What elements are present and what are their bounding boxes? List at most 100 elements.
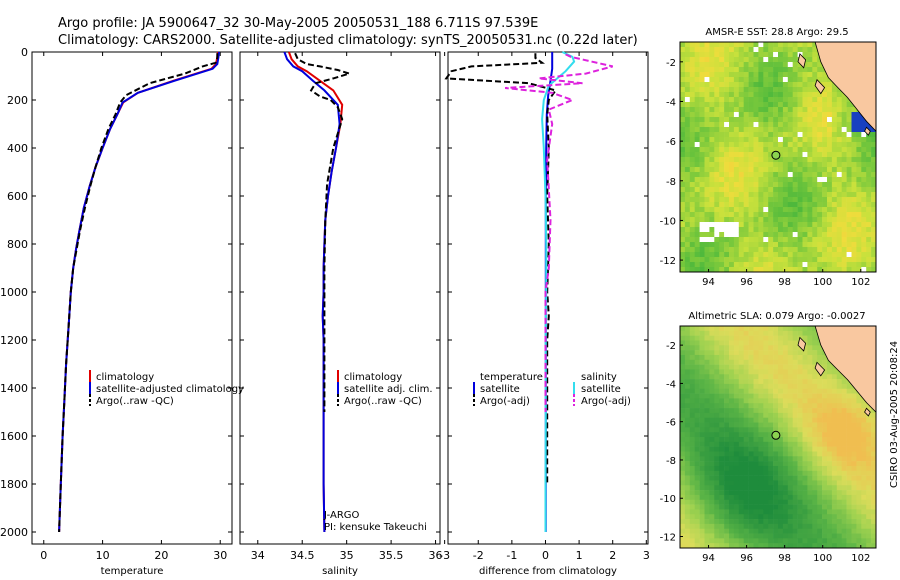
heatmap-cell	[802, 117, 808, 123]
heatmap-cell	[704, 412, 710, 418]
heatmap-cell	[748, 162, 754, 168]
heatmap-cell	[689, 92, 695, 98]
heatmap-cell	[841, 504, 847, 510]
heatmap-cell	[680, 504, 686, 510]
heatmap-cell	[827, 97, 833, 103]
heatmap-cell	[753, 242, 759, 248]
heatmap-cell	[763, 87, 769, 93]
heatmap-cell	[694, 403, 700, 409]
heatmap-cell	[738, 142, 744, 148]
heatmap-cell	[758, 446, 764, 452]
heatmap-cell	[763, 162, 769, 168]
heatmap-cell	[738, 359, 744, 365]
heatmap-cell	[778, 461, 784, 467]
heatmap-cell	[812, 383, 818, 390]
heatmap-cell	[778, 227, 784, 233]
heatmap-cell	[787, 242, 793, 248]
heatmap-cell	[768, 354, 774, 361]
heatmap-cell	[753, 132, 759, 138]
heatmap-cell	[866, 192, 872, 198]
heatmap-cell	[709, 117, 715, 123]
heatmap-cell	[680, 227, 686, 233]
heatmap-cell	[758, 330, 764, 336]
heatmap-cell	[689, 427, 695, 433]
heatmap-cell	[822, 388, 828, 394]
heatmap-cell	[694, 107, 700, 113]
heatmap-cell	[684, 485, 691, 491]
heatmap-cell	[758, 340, 764, 346]
heatmap-cell	[748, 122, 754, 128]
heatmap-cell	[861, 137, 867, 143]
heatmap-cell	[768, 217, 774, 223]
heatmap-cell	[841, 485, 847, 491]
heatmap-cell	[802, 350, 808, 356]
heatmap-cell	[733, 112, 740, 118]
heatmap-cell	[714, 533, 720, 539]
heatmap-cell	[714, 364, 720, 370]
heatmap-cell	[743, 122, 749, 128]
heatmap-cell	[748, 137, 754, 143]
heatmap-cell	[763, 374, 769, 380]
heatmap-cell	[680, 232, 686, 238]
heatmap-cell	[807, 232, 813, 238]
heatmap-cell	[724, 247, 730, 253]
heatmap-cell	[792, 262, 798, 268]
heatmap-cell	[694, 538, 700, 544]
heatmap-cell	[836, 393, 842, 399]
heatmap-cell	[758, 127, 764, 133]
heatmap-cell	[699, 528, 705, 534]
heatmap-cell	[709, 192, 715, 198]
heatmap-cell	[802, 456, 808, 462]
heatmap-cell	[768, 182, 774, 188]
heatmap-cell	[724, 369, 730, 375]
heatmap-cell	[743, 480, 749, 486]
heatmap-cell	[753, 528, 759, 534]
heatmap-cell	[724, 157, 730, 163]
heatmap-cell	[812, 417, 818, 423]
heatmap-cell	[866, 252, 872, 258]
heatmap-cell	[699, 427, 705, 433]
heatmap-cell	[763, 157, 769, 163]
heatmap-cell	[782, 237, 789, 243]
heatmap-cell	[738, 192, 744, 198]
heatmap-cell	[729, 408, 735, 414]
heatmap-cell	[738, 509, 744, 515]
heatmap-cell	[714, 523, 720, 529]
heatmap-cell	[738, 217, 744, 223]
heatmap-cell	[719, 172, 725, 178]
heatmap-cell	[763, 97, 769, 103]
heatmap-cell	[733, 480, 740, 486]
heatmap-cell	[871, 485, 877, 491]
heatmap-cell	[851, 212, 857, 218]
heatmap-cell	[714, 82, 720, 88]
heatmap-cell	[817, 350, 823, 356]
heatmap-cell	[797, 354, 803, 361]
heatmap-cell	[729, 82, 735, 88]
heatmap-cell	[738, 354, 744, 361]
heatmap-cell	[699, 42, 705, 48]
heatmap-cell	[763, 62, 769, 68]
heatmap-cell	[856, 451, 862, 457]
heatmap-cell	[743, 326, 749, 332]
heatmap-cell	[812, 232, 818, 238]
heatmap-cell	[743, 152, 749, 158]
heatmap-cell	[817, 67, 823, 73]
heatmap-cell	[812, 112, 818, 118]
heatmap-cell	[748, 543, 754, 549]
heatmap-cell	[807, 82, 813, 88]
heatmap-cell	[802, 379, 808, 385]
heatmap-cell	[861, 252, 867, 258]
heatmap-cell	[753, 152, 759, 158]
heatmap-cell	[773, 82, 779, 88]
heatmap-cell	[856, 475, 862, 481]
heatmap-cell	[724, 97, 730, 103]
temperature-panel: 0 10 20 30020040060080010001200140016001800…	[0, 46, 233, 577]
heatmap-cell	[689, 533, 695, 539]
heatmap-cell	[782, 538, 789, 544]
heatmap-cell	[861, 222, 867, 228]
heatmap-cell	[748, 47, 754, 53]
heatmap-cell	[763, 494, 769, 501]
heatmap-cell	[792, 222, 798, 228]
heatmap-cell	[778, 456, 784, 462]
heatmap-cell	[729, 247, 735, 253]
